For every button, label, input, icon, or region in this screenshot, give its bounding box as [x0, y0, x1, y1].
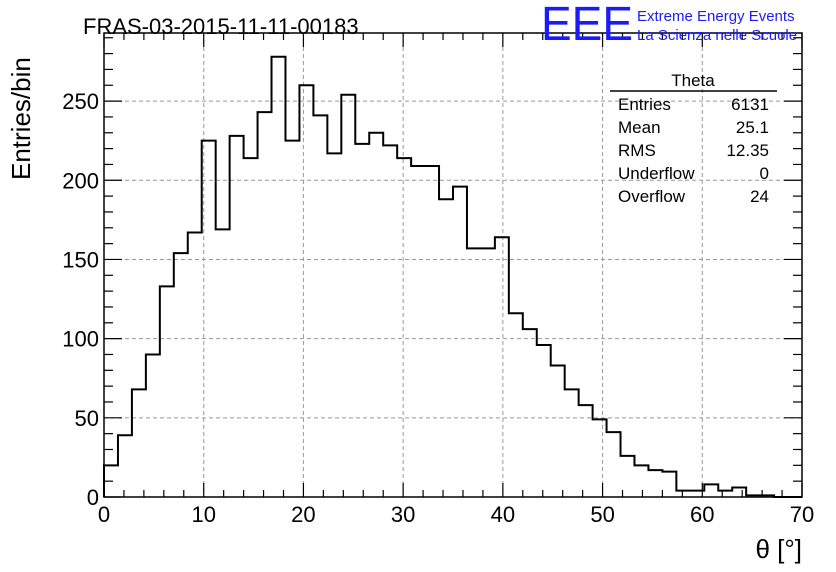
y-tick-label: 150: [62, 247, 99, 272]
y-tick-label: 200: [62, 168, 99, 193]
x-tick-label: 30: [391, 502, 415, 527]
plot-frame: [103, 32, 803, 498]
logo-line-2: La Scienza nelle Scuole: [637, 27, 797, 44]
stats-box: Theta Entries 6131 Mean 25.1 RMS 12.35 Underfl…: [610, 71, 777, 206]
stats-label: Overflow: [618, 187, 686, 206]
x-axis-title: θ [°]: [755, 534, 802, 564]
y-tick-label: 100: [62, 327, 99, 352]
y-ticks: 0 50 100 150 200 250: [62, 37, 802, 510]
y-axis-title: Entries/bin: [6, 57, 36, 180]
logo-acronym: EEE: [541, 0, 633, 51]
x-tick-label: 20: [291, 502, 315, 527]
logo-line-1: Extreme Energy Events: [637, 8, 795, 25]
x-ticks: 0 10 20 30 40 50 60 70: [98, 33, 814, 527]
x-tick-label: 60: [690, 502, 714, 527]
stats-value: 12.35: [726, 141, 769, 160]
y-tick-label: 50: [75, 406, 99, 431]
stats-value: 6131: [731, 95, 769, 114]
stats-label: RMS: [618, 141, 656, 160]
stats-value: 0: [760, 164, 769, 183]
grid-lines: [104, 33, 802, 497]
chart-title: FRAS-03-2015-11-11-00183: [83, 14, 359, 39]
stats-value: 25.1: [736, 118, 769, 137]
stats-label: Entries: [618, 95, 671, 114]
eee-logo: EEE Extreme Energy Events La Scienza nel…: [541, 0, 797, 51]
stats-label: Mean: [618, 118, 661, 137]
stats-name: Theta: [671, 71, 715, 90]
y-tick-label: 250: [62, 89, 99, 114]
x-tick-label: 40: [491, 502, 515, 527]
x-tick-label: 0: [98, 502, 110, 527]
x-tick-label: 10: [191, 502, 215, 527]
x-tick-label: 50: [590, 502, 614, 527]
stats-value: 24: [750, 187, 769, 206]
stats-label: Underflow: [618, 164, 695, 183]
y-tick-label: 0: [87, 485, 99, 510]
histogram-series: [103, 55, 802, 498]
x-tick-label: 70: [790, 502, 814, 527]
